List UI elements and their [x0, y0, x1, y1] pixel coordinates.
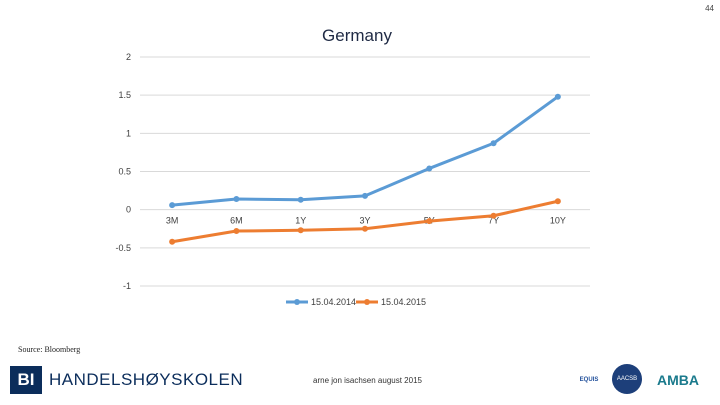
- legend-marker: [294, 299, 300, 305]
- footer: BI HANDELSHØYSKOLEN arne jon isachsen au…: [0, 356, 720, 405]
- aacsb-label: AACSB: [616, 376, 638, 382]
- legend-marker: [364, 299, 370, 305]
- series-group: [169, 93, 561, 245]
- y-axis-ticks: 2 1.5 1 0.5 0 -0.5 -1: [115, 52, 131, 291]
- footer-author: arne jon isachsen august 2015: [313, 376, 422, 385]
- data-point: [169, 202, 176, 209]
- aacsb-logo: AACSB: [612, 364, 642, 394]
- data-point: [426, 218, 433, 225]
- page-number: 44: [705, 4, 714, 13]
- y-tick-label: -1: [123, 281, 131, 291]
- series-line: [172, 95, 559, 207]
- amba-label: AMBA: [657, 372, 699, 388]
- y-tick-label: 1: [126, 128, 131, 138]
- x-tick-label: 3M: [166, 216, 179, 226]
- source-note: Source: Bloomberg: [18, 345, 81, 354]
- legend-label: 15.04.2014: [311, 297, 356, 307]
- data-point: [233, 228, 240, 235]
- line-chart: Germany 21.510.50-0.5-1 3M6M1Y3Y5Y7Y10Y …: [115, 26, 590, 307]
- x-tick-label: 10Y: [550, 216, 566, 226]
- data-point: [426, 165, 433, 172]
- data-point: [362, 225, 368, 232]
- legend: 15.04.2014 15.04.2015: [286, 297, 426, 307]
- data-point: [554, 93, 561, 100]
- data-point: [169, 238, 176, 245]
- data-point: [362, 192, 368, 199]
- x-tick-label: 6M: [230, 216, 243, 226]
- equis-logo: EQUIS: [572, 362, 606, 398]
- y-tick-label: -0.5: [115, 243, 131, 253]
- y-tick-label: 2: [126, 52, 131, 62]
- bi-logo: BI: [10, 366, 42, 394]
- chart-title: Germany: [322, 26, 392, 45]
- data-point: [554, 198, 561, 205]
- equis-label: EQUIS: [579, 377, 599, 383]
- y-tick-label: 0: [126, 205, 131, 215]
- x-tick-label: 3Y: [359, 216, 370, 226]
- data-point: [297, 227, 304, 234]
- data-point: [297, 196, 304, 203]
- x-tick-label: 7Y: [488, 216, 499, 226]
- y-tick-label: 1.5: [118, 90, 131, 100]
- amba-logo: AMBA: [650, 362, 706, 398]
- x-tick-label: 1Y: [295, 216, 306, 226]
- series-2: [169, 198, 561, 245]
- series-1: [169, 93, 561, 209]
- gridlines: [140, 56, 590, 287]
- data-point: [490, 212, 497, 219]
- y-tick-label: 0.5: [118, 167, 131, 177]
- data-point: [490, 140, 497, 147]
- x-axis-ticks: 3M6M1Y3Y5Y7Y10Y: [166, 216, 566, 226]
- school-name: HANDELSHØYSKOLEN: [49, 370, 244, 389]
- legend-label: 15.04.2015: [381, 297, 426, 307]
- data-point: [233, 195, 240, 202]
